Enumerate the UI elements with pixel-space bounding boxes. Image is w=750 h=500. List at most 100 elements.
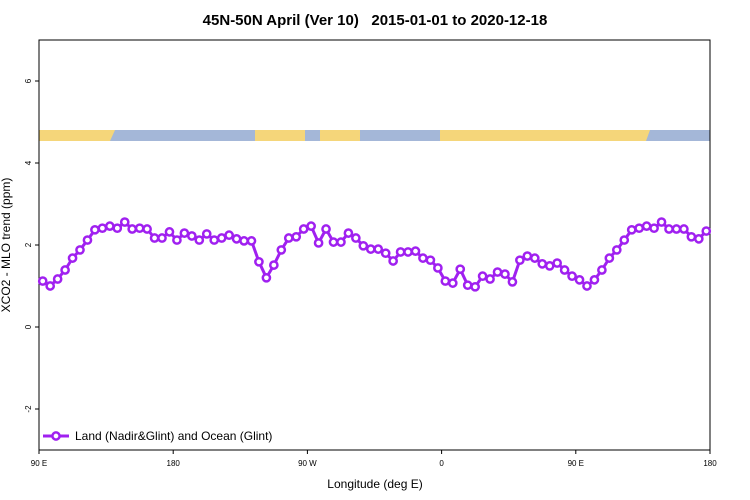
data-point	[104, 221, 115, 231]
y-tick-label: 6	[24, 78, 33, 83]
data-point	[365, 244, 376, 254]
data-point	[201, 229, 212, 239]
data-point	[537, 259, 548, 269]
data-point	[224, 230, 234, 241]
data-point	[45, 281, 56, 291]
data-point	[671, 224, 682, 234]
y-tick-label: 0	[24, 324, 33, 329]
x-axis-label: Longitude (deg E)	[327, 477, 422, 491]
y-axis-label: XCO2 - MLO trend (ppm)	[0, 178, 13, 313]
data-point	[589, 275, 600, 285]
data-point	[328, 237, 339, 247]
data-point	[82, 235, 93, 245]
data-point	[90, 224, 100, 235]
data-point	[544, 261, 555, 271]
data-point	[477, 271, 488, 282]
data-point	[37, 276, 48, 286]
data-point	[597, 265, 607, 275]
data-point	[373, 244, 384, 254]
data-point	[455, 264, 466, 275]
data-point	[306, 221, 316, 231]
data-point	[239, 236, 249, 246]
x-tick-label: 90 W	[298, 459, 317, 468]
data-point	[611, 245, 622, 255]
data-point	[254, 256, 264, 267]
data-point	[507, 277, 518, 287]
data-point	[425, 255, 436, 266]
data-point	[529, 253, 540, 263]
data-point	[380, 248, 391, 259]
data-point	[686, 231, 697, 242]
data-point	[60, 265, 70, 275]
data-point	[433, 263, 443, 273]
data-point	[172, 235, 182, 245]
data-point	[179, 228, 190, 238]
data-point	[194, 235, 205, 245]
y-tick-label: 4	[24, 160, 33, 165]
data-point	[679, 224, 689, 234]
data-point	[343, 228, 354, 238]
data-point	[298, 224, 309, 234]
data-point	[567, 271, 577, 282]
data-point	[291, 231, 302, 242]
data-point	[515, 255, 525, 266]
data-point	[418, 253, 428, 263]
data-point	[209, 235, 220, 245]
data-point	[283, 233, 294, 243]
data-point	[52, 274, 63, 284]
data-point	[403, 247, 413, 257]
data-point	[75, 245, 85, 255]
legend-label: Land (Nadir&Glint) and Ocean (Glint)	[75, 429, 272, 443]
data-point	[522, 251, 533, 261]
data-point	[216, 233, 227, 243]
data-point	[149, 233, 160, 243]
data-point	[134, 223, 145, 234]
data-point	[97, 223, 108, 234]
data-point	[656, 217, 667, 227]
plot-frame	[38, 39, 711, 451]
data-point	[276, 245, 287, 255]
data-point	[246, 236, 257, 246]
data-point	[447, 278, 458, 288]
data-point	[321, 224, 331, 234]
x-tick-label: 180	[703, 459, 717, 468]
y-tick-label: 2	[24, 242, 33, 247]
map-strip	[39, 130, 710, 141]
data-point	[664, 224, 674, 234]
chart-title: 45N-50N April (Ver 10) 2015-01-01 to 202…	[203, 12, 548, 29]
data-point	[701, 226, 712, 236]
data-point	[641, 221, 652, 231]
data-point	[582, 281, 592, 291]
data-point	[634, 223, 645, 234]
legend-marker	[51, 431, 61, 441]
data-point	[186, 231, 197, 241]
x-tick-label: 90 E	[568, 459, 584, 468]
data-point	[492, 267, 503, 277]
data-point	[552, 258, 563, 268]
data-point	[388, 256, 398, 266]
data-point	[261, 272, 272, 283]
data-point	[485, 274, 495, 284]
x-tick-label: 180	[167, 459, 181, 468]
data-point	[67, 253, 78, 263]
data-point	[500, 269, 510, 279]
data-point	[440, 276, 451, 286]
data-point	[112, 223, 123, 234]
data-point	[142, 224, 152, 234]
data-point	[395, 247, 406, 257]
data-point	[626, 224, 637, 235]
data-point	[358, 240, 369, 251]
data-point	[462, 280, 473, 291]
y-tick-label: -2	[24, 405, 33, 413]
data-point	[574, 275, 585, 285]
data-point	[119, 217, 130, 227]
data-point	[693, 234, 704, 244]
data-point	[313, 238, 324, 248]
data-point	[336, 237, 346, 247]
data-point	[604, 253, 615, 263]
data-point	[559, 265, 570, 275]
data-point	[157, 233, 167, 243]
data-point	[470, 281, 480, 292]
data-point	[164, 227, 175, 237]
